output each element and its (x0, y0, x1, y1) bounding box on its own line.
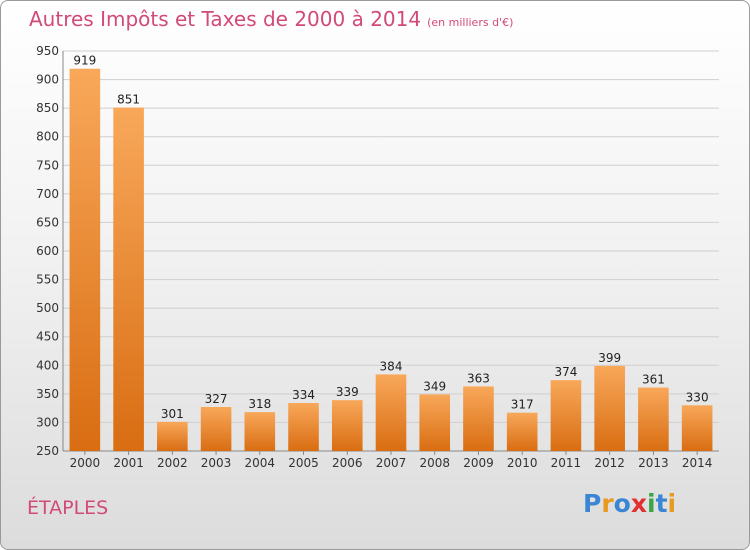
x-tick-label: 2013 (638, 456, 669, 470)
proxiti-logo[interactable]: Proxiti (583, 489, 676, 518)
x-tick-label: 2000 (70, 456, 101, 470)
x-tick-label: 2007 (376, 456, 407, 470)
x-tick-label: 2009 (463, 456, 494, 470)
y-tick-label: 500 (36, 301, 59, 315)
bar[interactable] (69, 68, 101, 451)
x-tick-label: 2010 (507, 456, 538, 470)
bar-value-label: 349 (423, 379, 446, 393)
x-tick-label: 2004 (245, 456, 276, 470)
logo-letter: i (667, 489, 677, 518)
bar-value-label: 851 (117, 93, 140, 107)
bar[interactable] (419, 394, 451, 451)
bar[interactable] (638, 387, 669, 451)
y-tick-label: 750 (36, 158, 59, 172)
y-tick-label: 350 (36, 387, 59, 401)
bar[interactable] (244, 412, 276, 451)
city-name: ÉTAPLES (27, 497, 109, 519)
bar-value-label: 339 (336, 385, 359, 399)
unit-label: (en milliers d'€) (427, 16, 514, 29)
bar-value-label: 330 (686, 390, 709, 404)
title-text: Autres Impôts et Taxes de 2000 à 2014 (29, 7, 422, 31)
bar-value-label: 301 (161, 407, 184, 421)
logo-letter: x (630, 489, 647, 518)
bar-value-label: 334 (292, 388, 315, 402)
x-tick-label: 2006 (332, 456, 363, 470)
x-tick-label: 2003 (201, 456, 232, 470)
y-tick-label: 900 (36, 73, 59, 87)
x-tick-label: 2012 (594, 456, 625, 470)
bar-value-label: 384 (380, 359, 403, 373)
bar[interactable] (200, 407, 232, 451)
bar[interactable] (157, 421, 188, 451)
logo-letter: o (613, 489, 631, 518)
bar-value-label: 318 (248, 397, 271, 411)
y-tick-label: 300 (36, 415, 59, 429)
bar-value-label: 399 (598, 351, 621, 365)
y-tick-label: 450 (36, 330, 59, 344)
y-tick-label: 400 (36, 358, 59, 372)
bar[interactable] (550, 380, 582, 451)
bar[interactable] (288, 403, 319, 451)
bar[interactable] (594, 365, 625, 451)
bar-value-label: 363 (467, 371, 490, 385)
y-tick-label: 600 (36, 244, 59, 258)
x-tick-label: 2001 (113, 456, 144, 470)
bar-value-label: 317 (511, 398, 534, 412)
y-tick-label: 950 (36, 44, 59, 58)
bar-value-label: 374 (554, 365, 577, 379)
y-tick-label: 550 (36, 273, 59, 287)
bar[interactable] (681, 405, 713, 451)
bar[interactable] (463, 386, 494, 451)
bar[interactable] (375, 374, 407, 451)
bar-value-label: 361 (642, 373, 665, 387)
logo-letter: i (647, 489, 656, 518)
x-tick-label: 2014 (682, 456, 713, 470)
chart-title: Autres Impôts et Taxes de 2000 à 2014 (en… (29, 7, 513, 31)
y-tick-label: 850 (36, 101, 59, 115)
bar-value-label: 327 (205, 392, 228, 406)
bar[interactable] (331, 400, 363, 451)
y-tick-label: 800 (36, 130, 59, 144)
logo-letter: t (655, 489, 668, 518)
logo-letter: P (583, 489, 602, 518)
logo-letter: r (601, 489, 614, 518)
bar[interactable] (506, 412, 538, 451)
x-tick-label: 2011 (551, 456, 582, 470)
y-tick-label: 250 (36, 444, 59, 458)
y-tick-label: 650 (36, 215, 59, 229)
x-tick-label: 2002 (157, 456, 188, 470)
x-tick-label: 2005 (288, 456, 319, 470)
x-tick-label: 2008 (419, 456, 450, 470)
bar-value-label: 919 (73, 54, 96, 68)
bar[interactable] (113, 107, 144, 452)
y-tick-label: 700 (36, 187, 59, 201)
